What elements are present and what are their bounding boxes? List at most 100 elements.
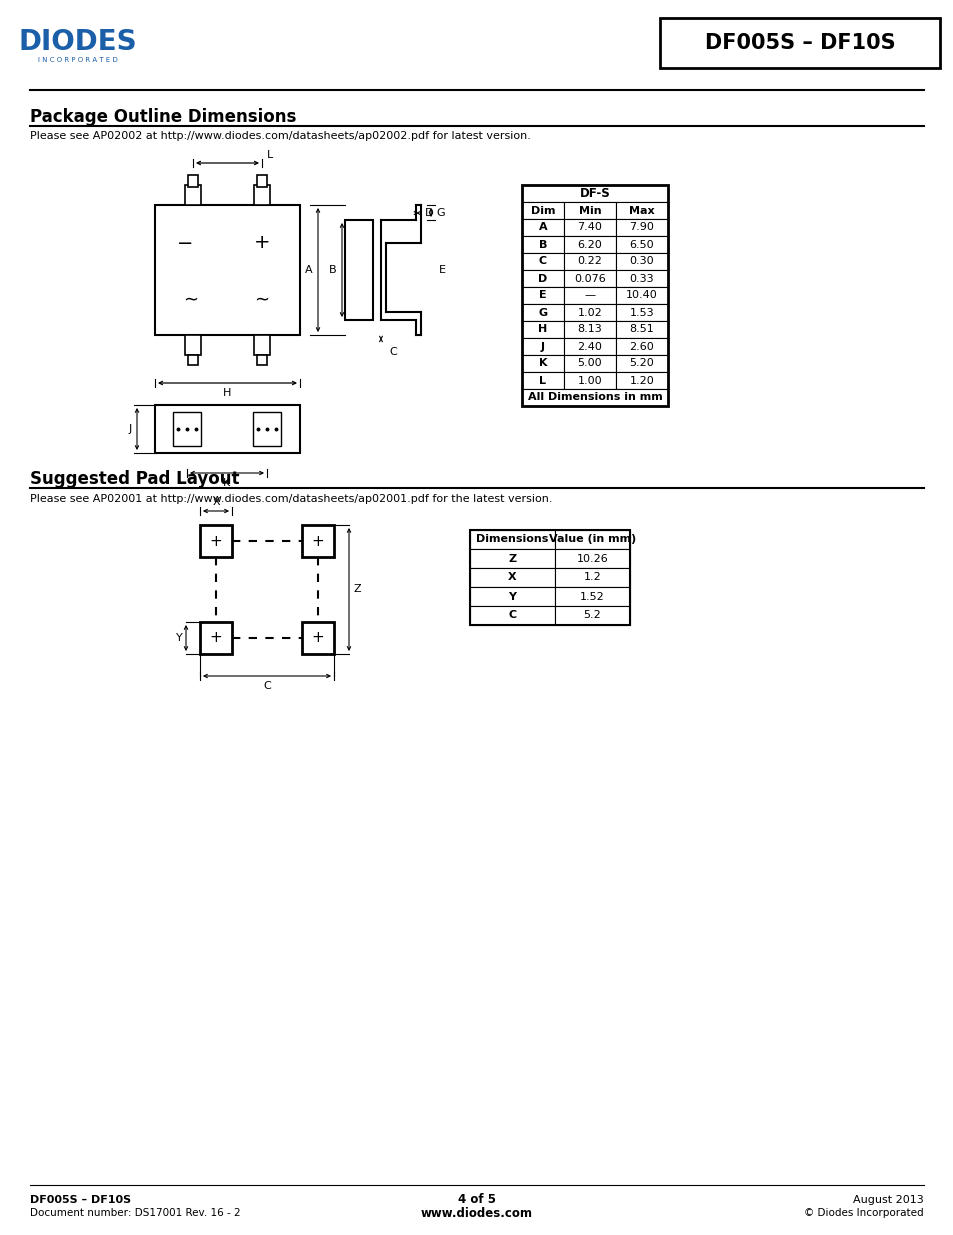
Bar xyxy=(616,321,667,338)
Text: Value (in mm): Value (in mm) xyxy=(548,535,636,545)
Text: J: J xyxy=(129,424,132,433)
Bar xyxy=(200,525,232,557)
Bar xyxy=(563,372,616,389)
Text: 0.22: 0.22 xyxy=(577,257,601,267)
Bar xyxy=(616,270,667,287)
Bar xyxy=(521,304,563,321)
Text: K: K xyxy=(223,478,231,488)
Text: C: C xyxy=(389,347,396,357)
Text: 8.51: 8.51 xyxy=(629,325,654,335)
Text: 1.52: 1.52 xyxy=(579,592,604,601)
Text: 0.076: 0.076 xyxy=(574,273,605,284)
Bar xyxy=(253,412,281,446)
Bar xyxy=(555,587,629,606)
Text: 1.2: 1.2 xyxy=(583,573,600,583)
Bar xyxy=(521,219,563,236)
Bar xyxy=(521,203,563,219)
Text: D: D xyxy=(424,207,433,219)
Text: +: + xyxy=(312,534,324,548)
Bar xyxy=(470,606,555,625)
Text: 7.40: 7.40 xyxy=(577,222,601,232)
Text: All Dimensions in mm: All Dimensions in mm xyxy=(527,393,661,403)
Bar xyxy=(470,530,629,625)
Bar xyxy=(470,587,555,606)
Text: +: + xyxy=(253,233,270,252)
Bar xyxy=(563,354,616,372)
Bar xyxy=(185,335,201,354)
Bar xyxy=(154,405,299,453)
Bar xyxy=(470,530,555,550)
Text: 5.00: 5.00 xyxy=(578,358,601,368)
Text: A: A xyxy=(305,266,313,275)
Bar xyxy=(188,175,198,186)
Text: 6.20: 6.20 xyxy=(577,240,601,249)
Text: A: A xyxy=(538,222,547,232)
Bar xyxy=(521,338,563,354)
Text: B: B xyxy=(538,240,547,249)
Bar xyxy=(188,354,198,366)
Text: 8.13: 8.13 xyxy=(577,325,601,335)
Text: 5.20: 5.20 xyxy=(629,358,654,368)
Text: Y: Y xyxy=(508,592,516,601)
Text: Suggested Pad Layout: Suggested Pad Layout xyxy=(30,471,239,488)
Bar xyxy=(521,236,563,253)
Bar xyxy=(563,287,616,304)
Bar xyxy=(563,236,616,253)
Text: 2.60: 2.60 xyxy=(629,342,654,352)
Text: L: L xyxy=(539,375,546,385)
Bar xyxy=(616,203,667,219)
Text: 1.53: 1.53 xyxy=(629,308,654,317)
Text: Z: Z xyxy=(354,584,361,594)
Text: 2.40: 2.40 xyxy=(577,342,601,352)
Bar xyxy=(563,219,616,236)
Bar xyxy=(563,304,616,321)
Text: Y: Y xyxy=(176,634,183,643)
Text: Document number: DS17001 Rev. 16 - 2: Document number: DS17001 Rev. 16 - 2 xyxy=(30,1208,240,1218)
Text: 7.90: 7.90 xyxy=(629,222,654,232)
Text: 1.20: 1.20 xyxy=(629,375,654,385)
Text: ∼: ∼ xyxy=(254,291,270,309)
Text: DF005S – DF10S: DF005S – DF10S xyxy=(704,33,894,53)
Text: +: + xyxy=(312,631,324,646)
Bar xyxy=(256,175,267,186)
Bar xyxy=(616,219,667,236)
Bar xyxy=(555,550,629,568)
Bar xyxy=(470,568,555,587)
Bar xyxy=(345,220,373,320)
Bar xyxy=(555,568,629,587)
Bar xyxy=(521,372,563,389)
Bar xyxy=(563,203,616,219)
Text: Dim: Dim xyxy=(530,205,555,215)
Text: Package Outline Dimensions: Package Outline Dimensions xyxy=(30,107,296,126)
Text: X: X xyxy=(508,573,517,583)
Bar xyxy=(616,338,667,354)
Text: www.diodes.com: www.diodes.com xyxy=(420,1207,533,1220)
Bar xyxy=(521,253,563,270)
Text: Z: Z xyxy=(508,553,516,563)
Bar xyxy=(616,304,667,321)
Text: DF005S – DF10S: DF005S – DF10S xyxy=(30,1195,131,1205)
Text: D: D xyxy=(537,273,547,284)
Bar xyxy=(563,270,616,287)
Bar xyxy=(616,372,667,389)
Text: K: K xyxy=(538,358,547,368)
Text: Max: Max xyxy=(629,205,654,215)
Text: Please see AP02001 at http://www.diodes.com/datasheets/ap02001.pdf for the lates: Please see AP02001 at http://www.diodes.… xyxy=(30,494,552,504)
Text: Dimensions: Dimensions xyxy=(476,535,548,545)
Text: 4 of 5: 4 of 5 xyxy=(457,1193,496,1207)
Bar xyxy=(470,550,555,568)
Bar xyxy=(659,19,939,68)
Bar xyxy=(200,622,232,655)
Text: August 2013: August 2013 xyxy=(852,1195,923,1205)
Text: 6.50: 6.50 xyxy=(629,240,654,249)
Bar xyxy=(521,185,667,406)
Bar xyxy=(154,205,299,335)
Text: Please see AP02002 at http://www.diodes.com/datasheets/ap02002.pdf for latest ve: Please see AP02002 at http://www.diodes.… xyxy=(30,131,530,141)
Text: 10.40: 10.40 xyxy=(625,290,658,300)
Text: Min: Min xyxy=(578,205,600,215)
Text: 5.2: 5.2 xyxy=(583,610,600,620)
Bar xyxy=(521,287,563,304)
Text: J: J xyxy=(540,342,544,352)
Text: L: L xyxy=(267,149,273,161)
Text: C: C xyxy=(538,257,546,267)
